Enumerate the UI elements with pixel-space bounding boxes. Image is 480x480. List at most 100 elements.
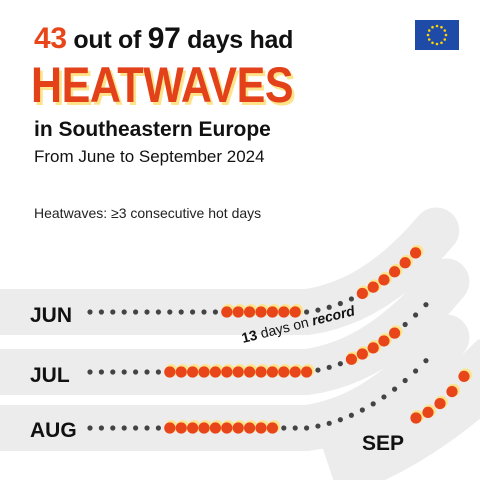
heatwave-day-dot bbox=[232, 306, 244, 318]
flag-star bbox=[427, 29, 431, 32]
flag-star bbox=[440, 25, 443, 29]
heatwave-day-dot bbox=[266, 306, 278, 318]
heatwave-day-dot bbox=[446, 386, 458, 398]
normal-day-dot bbox=[304, 425, 310, 431]
normal-day-dot bbox=[190, 309, 196, 315]
heatwave-day-dot bbox=[175, 366, 187, 378]
heatwave-count: 43 bbox=[34, 22, 67, 55]
heatwave-day-dot bbox=[367, 281, 379, 293]
headline: 43 out of 97 days had bbox=[34, 22, 293, 56]
normal-day-dot bbox=[370, 401, 376, 407]
heatwave-day-dot bbox=[232, 422, 244, 434]
flag-star bbox=[435, 24, 439, 28]
normal-day-dot bbox=[381, 394, 387, 400]
normal-day-dot bbox=[133, 425, 139, 431]
normal-day-dot bbox=[144, 369, 150, 375]
normal-day-dot bbox=[423, 302, 429, 308]
normal-day-dot bbox=[315, 367, 321, 373]
flag-star bbox=[427, 38, 431, 41]
flag-star bbox=[426, 33, 430, 37]
heatwave-day-dot bbox=[221, 422, 233, 434]
normal-day-dot bbox=[304, 309, 310, 315]
headline-out-of: out of bbox=[66, 26, 148, 54]
eu-flag-icon bbox=[415, 20, 459, 50]
heatwave-day-dot bbox=[232, 366, 244, 378]
heatwave-day-dot bbox=[434, 398, 446, 410]
normal-day-dot bbox=[348, 412, 354, 418]
normal-day-dot bbox=[292, 425, 298, 431]
normal-day-dot bbox=[337, 300, 343, 307]
normal-day-dot bbox=[110, 369, 116, 375]
normal-day-dot bbox=[144, 309, 150, 315]
page-title: HEATWAVES bbox=[31, 57, 294, 113]
normal-day-dot bbox=[212, 309, 218, 315]
heatwave-day-dot bbox=[399, 257, 411, 269]
region-subtitle: in Southeastern Europe bbox=[34, 118, 271, 141]
heatwave-day-dot bbox=[389, 266, 401, 278]
normal-day-dot bbox=[326, 364, 332, 370]
normal-day-dot bbox=[201, 309, 207, 315]
normal-day-dot bbox=[402, 321, 408, 328]
flag-star bbox=[443, 29, 447, 32]
heatwave-day-dot bbox=[458, 370, 470, 382]
heatwave-day-dot bbox=[221, 366, 233, 378]
heatwave-day-dot bbox=[378, 335, 390, 347]
record-count: 13 bbox=[240, 327, 259, 346]
heatwave-day-dot bbox=[389, 327, 401, 339]
flag-star bbox=[440, 41, 443, 45]
month-label-jul: JUL bbox=[30, 364, 70, 387]
heatwave-day-dot bbox=[209, 366, 221, 378]
normal-day-dot bbox=[98, 369, 104, 375]
normal-day-dot bbox=[133, 309, 139, 315]
heatwave-day-dot bbox=[356, 348, 368, 360]
flag-star bbox=[435, 42, 439, 46]
normal-day-dot bbox=[337, 417, 343, 423]
normal-day-dot bbox=[110, 309, 116, 315]
heatwave-day-dot bbox=[289, 366, 301, 378]
normal-day-dot bbox=[402, 377, 408, 384]
heatwave-day-dot bbox=[244, 422, 256, 434]
heatwave-day-dot bbox=[422, 406, 434, 418]
heatwave-day-dot bbox=[378, 274, 390, 286]
normal-day-dot bbox=[87, 425, 93, 431]
normal-day-dot bbox=[98, 309, 104, 315]
normal-day-dot bbox=[121, 425, 127, 431]
heatwave-day-dot bbox=[255, 306, 267, 318]
day-dots bbox=[87, 245, 472, 434]
normal-day-dot bbox=[413, 312, 419, 318]
heatwave-day-dot bbox=[198, 366, 210, 378]
heatwave-day-dot bbox=[255, 366, 267, 378]
heatwave-day-dot bbox=[367, 342, 379, 354]
normal-day-dot bbox=[413, 368, 419, 374]
flag-star bbox=[443, 38, 447, 41]
heatwave-day-dot bbox=[198, 422, 210, 434]
total-days: 97 bbox=[147, 22, 181, 55]
normal-day-dot bbox=[155, 309, 161, 315]
heatwave-day-dot bbox=[345, 353, 357, 365]
flag-star bbox=[431, 41, 434, 45]
headline-days-had: days had bbox=[180, 26, 294, 54]
normal-day-dot bbox=[167, 309, 173, 315]
heatwave-day-dot bbox=[289, 306, 301, 318]
normal-day-dot bbox=[326, 420, 332, 426]
normal-day-dot bbox=[121, 369, 127, 375]
flag-star bbox=[431, 25, 434, 29]
heatwave-day-dot bbox=[209, 422, 221, 434]
heatwave-day-dot bbox=[410, 412, 422, 424]
month-label-jun: JUN bbox=[30, 304, 72, 327]
normal-day-dot bbox=[155, 425, 161, 431]
heatwave-day-dot bbox=[255, 422, 267, 434]
normal-day-dot bbox=[121, 309, 127, 315]
heatwave-day-dot bbox=[221, 306, 233, 318]
month-label-aug: AUG bbox=[30, 419, 77, 442]
normal-day-dot bbox=[155, 369, 161, 375]
heatwave-day-dot bbox=[301, 366, 313, 378]
heatwave-day-dot bbox=[266, 422, 278, 434]
heatwave-day-dot bbox=[244, 366, 256, 378]
heatwave-day-dot bbox=[278, 306, 290, 318]
heatwave-day-dot bbox=[187, 366, 199, 378]
normal-day-dot bbox=[315, 307, 321, 313]
flag-field bbox=[415, 20, 459, 50]
normal-day-dot bbox=[326, 304, 332, 310]
